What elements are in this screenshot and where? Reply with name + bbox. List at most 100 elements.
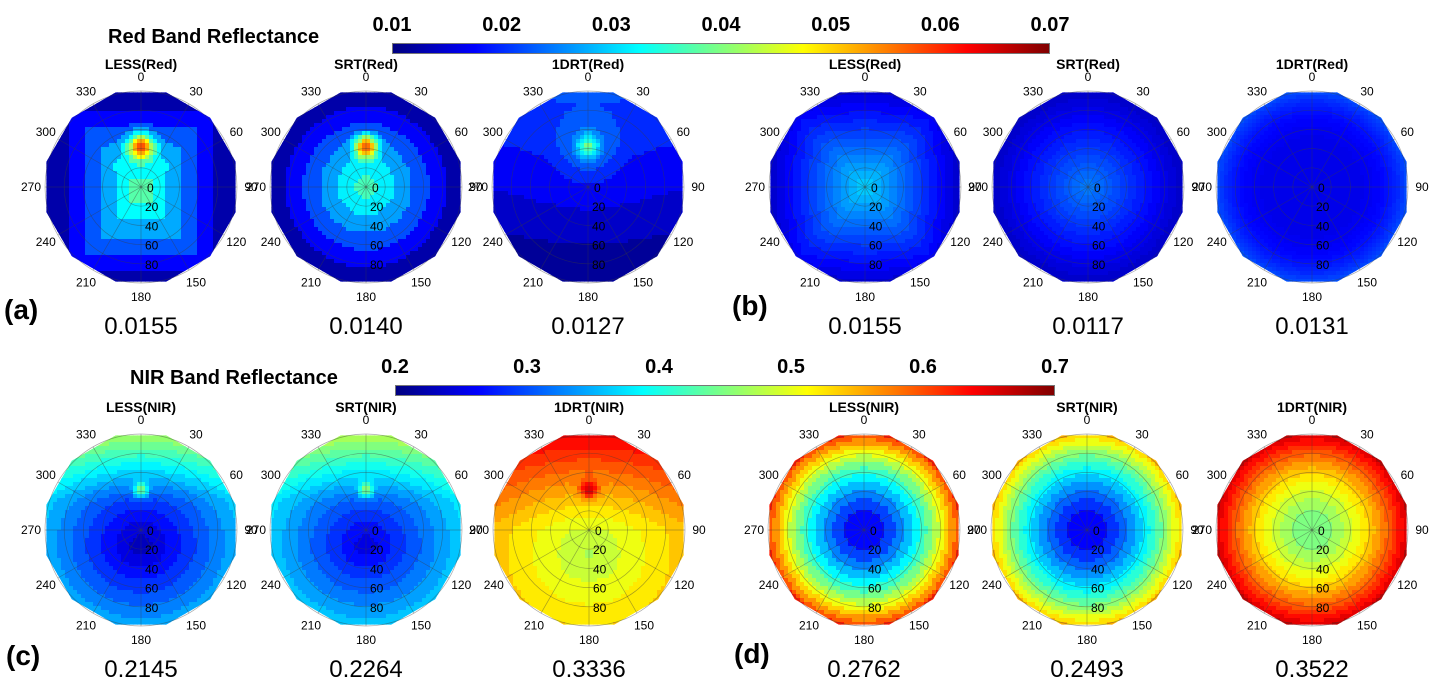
zenith-grid-circle	[1030, 129, 1146, 245]
azimuth-tick-label: 90	[469, 180, 483, 194]
nir-colorbar: 0.2 0.3 0.4 0.5 0.6 0.7	[381, 356, 1069, 400]
azimuth-tick-label: 180	[854, 633, 874, 647]
polar-plot-less-red-a: 0 30 60 90 120 150 180 210 240 270 300 330 0 20 40 60 80	[15, 61, 267, 313]
azimuth-spoke	[1086, 529, 1136, 614]
azimuth-tick-label: 270	[1192, 180, 1212, 194]
azimuth-tick-label: 120	[451, 578, 471, 592]
zenith-grid-circle	[492, 433, 686, 627]
azimuth-tick-label: 60	[1401, 468, 1415, 482]
zenith-grid-circle	[63, 109, 219, 265]
zenith-grid-circle	[288, 109, 444, 265]
zenith-grid-circle	[1215, 90, 1409, 284]
zenith-grid-circle	[1067, 510, 1107, 550]
azimuth-tick-label: 120	[1172, 578, 1192, 592]
zenith-grid-circle	[63, 452, 219, 608]
polar-plot-srt-nir-d: 0 30 60 90 120 150 180 210 240 270 300 330 0 20 40 60 80	[961, 404, 1213, 656]
azimuth-tick-label: 150	[1357, 618, 1377, 632]
azimuth-tick-label: 30	[912, 428, 926, 442]
plot-mean-value: 0.2145	[104, 656, 177, 684]
azimuth-tick-label: 330	[1247, 428, 1267, 442]
azimuth-spoke	[505, 481, 590, 531]
zenith-tick-label: 40	[1091, 562, 1105, 576]
azimuth-tick-label: 180	[855, 290, 875, 304]
azimuth-tick-label: 240	[760, 235, 780, 249]
contour-field	[271, 92, 461, 282]
azimuth-tick-label: 300	[1207, 125, 1227, 139]
azimuth-spoke	[588, 481, 673, 531]
azimuth-tick-label: 180	[1078, 290, 1098, 304]
azimuth-tick-label: 270	[468, 180, 488, 194]
azimuth-spoke	[92, 186, 142, 271]
zenith-grid-circle	[1273, 491, 1351, 569]
azimuth-spoke	[57, 529, 142, 579]
red-colorbar-tick-label: 0.01	[373, 14, 412, 37]
azimuth-tick-label: 30	[414, 428, 428, 442]
plot-title: SRT(NIR)	[335, 399, 396, 415]
zenith-tick-label: 20	[869, 200, 883, 214]
azimuth-spoke	[140, 529, 225, 579]
azimuth-tick-label: 240	[982, 578, 1002, 592]
zenith-grid-circle	[288, 452, 444, 608]
azimuth-spoke	[864, 186, 914, 271]
zenith-grid-circle	[844, 510, 884, 550]
zenith-tick-label: 40	[1316, 219, 1330, 233]
zenith-tick-label: 0	[595, 524, 602, 538]
zenith-tick-label: 60	[868, 582, 882, 596]
zenith-grid-circle	[787, 109, 943, 265]
zenith-grid-circle	[308, 472, 424, 588]
azimuth-tick-label: 150	[411, 618, 431, 632]
azimuth-spoke	[365, 529, 415, 614]
zenith-tick-label: 20	[1316, 543, 1330, 557]
azimuth-spoke	[780, 481, 865, 531]
azimuth-spoke	[587, 138, 672, 188]
zenith-tick-label: 20	[370, 200, 384, 214]
azimuth-spoke	[365, 481, 450, 531]
zenith-tick-label: 0	[1318, 181, 1325, 195]
zenith-tick-label: 40	[592, 219, 606, 233]
zenith-grid-circle	[510, 109, 666, 265]
azimuth-spoke	[863, 529, 948, 579]
zenith-tick-label: 40	[868, 562, 882, 576]
azimuth-tick-label: 120	[1173, 235, 1193, 249]
zenith-grid-circle	[1068, 167, 1108, 207]
red-colorbar: 0.01 0.02 0.03 0.04 0.05 0.06 0.07	[373, 14, 1069, 58]
azimuth-tick-label: 120	[950, 235, 970, 249]
zenith-grid-circle	[44, 433, 238, 627]
azimuth-spoke	[317, 186, 367, 271]
azimuth-spoke	[57, 481, 142, 531]
azimuth-tick-label: 120	[949, 578, 969, 592]
zenith-grid-circle	[767, 433, 961, 627]
azimuth-spoke	[539, 103, 589, 188]
azimuth-tick-label: 300	[36, 125, 56, 139]
plot-mean-value: 0.0140	[329, 313, 402, 341]
polar-plot-srt-nir-c: 0 30 60 90 120 150 180 210 240 270 300 330 0 20 40 60 80	[240, 404, 492, 656]
azimuth-spoke	[1086, 481, 1171, 531]
azimuth-tick-label: 240	[484, 578, 504, 592]
azimuth-spoke	[140, 446, 190, 531]
azimuth-spoke	[317, 103, 367, 188]
zenith-tick-label: 0	[871, 181, 878, 195]
azimuth-tick-label: 240	[36, 578, 56, 592]
azimuth-spoke	[365, 446, 415, 531]
zenith-grid-circle	[1234, 109, 1390, 265]
plot-mean-value: 0.0155	[828, 313, 901, 341]
azimuth-tick-label: 0	[585, 70, 592, 84]
zenith-tick-label: 20	[370, 543, 384, 557]
zenith-tick-label: 80	[145, 601, 159, 615]
azimuth-tick-label: 240	[1207, 578, 1227, 592]
azimuth-spoke	[365, 186, 415, 271]
zenith-tick-label: 60	[1092, 239, 1106, 253]
azimuth-spoke	[1311, 529, 1361, 614]
azimuth-tick-label: 330	[301, 85, 321, 99]
azimuth-spoke	[140, 103, 190, 188]
azimuth-spoke	[588, 446, 638, 531]
azimuth-tick-label: 120	[226, 578, 246, 592]
zenith-grid-circle	[269, 90, 463, 284]
azimuth-tick-label: 270	[21, 523, 41, 537]
azimuth-spoke	[365, 186, 450, 236]
zenith-tick-label: 60	[1316, 239, 1330, 253]
zenith-tick-label: 80	[592, 258, 606, 272]
azimuth-tick-label: 150	[633, 275, 653, 289]
zenith-tick-label: 40	[370, 562, 384, 576]
azimuth-spoke	[1311, 446, 1361, 531]
